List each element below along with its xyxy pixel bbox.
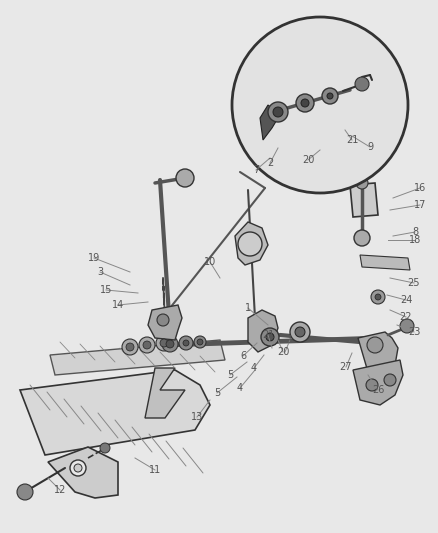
Circle shape: [194, 336, 206, 348]
Circle shape: [139, 337, 155, 353]
Circle shape: [355, 77, 369, 91]
Polygon shape: [145, 368, 185, 418]
Text: 8: 8: [412, 227, 418, 237]
Text: 25: 25: [408, 278, 420, 288]
Text: 20: 20: [302, 155, 314, 165]
Polygon shape: [350, 183, 378, 217]
Text: 1: 1: [245, 303, 251, 313]
Circle shape: [143, 341, 151, 349]
Circle shape: [162, 336, 178, 352]
Circle shape: [367, 337, 383, 353]
Polygon shape: [360, 255, 410, 270]
Circle shape: [384, 374, 396, 386]
Circle shape: [156, 335, 172, 351]
Polygon shape: [50, 340, 225, 375]
Circle shape: [157, 314, 169, 326]
Text: 4: 4: [237, 383, 243, 393]
Circle shape: [327, 93, 333, 99]
Text: 24: 24: [400, 295, 412, 305]
Text: 6: 6: [240, 351, 246, 361]
Circle shape: [160, 339, 168, 347]
Circle shape: [296, 94, 314, 112]
Circle shape: [261, 328, 279, 346]
Circle shape: [166, 340, 174, 348]
Circle shape: [17, 484, 33, 500]
Polygon shape: [248, 310, 278, 352]
Text: 21: 21: [346, 135, 358, 145]
Circle shape: [74, 464, 82, 472]
Text: 19: 19: [88, 253, 100, 263]
Polygon shape: [235, 222, 268, 265]
Text: 15: 15: [100, 285, 112, 295]
Circle shape: [268, 102, 288, 122]
Text: 3: 3: [97, 267, 103, 277]
Text: 22: 22: [400, 312, 412, 322]
Circle shape: [400, 319, 414, 333]
Circle shape: [375, 294, 381, 300]
Text: 23: 23: [408, 327, 420, 337]
Text: 27: 27: [340, 362, 352, 372]
Circle shape: [232, 17, 408, 193]
Circle shape: [176, 169, 194, 187]
Circle shape: [179, 336, 193, 350]
Circle shape: [122, 339, 138, 355]
Text: 17: 17: [414, 200, 426, 210]
Text: 26: 26: [372, 385, 384, 395]
Circle shape: [100, 443, 110, 453]
Text: 2: 2: [267, 158, 273, 168]
Text: 1: 1: [287, 335, 293, 345]
Polygon shape: [148, 305, 182, 340]
Circle shape: [183, 340, 189, 346]
Circle shape: [70, 460, 86, 476]
Text: 14: 14: [112, 300, 124, 310]
Text: 13: 13: [191, 412, 203, 422]
Circle shape: [290, 322, 310, 342]
Circle shape: [371, 290, 385, 304]
Circle shape: [266, 333, 274, 341]
Polygon shape: [48, 447, 118, 498]
Text: 10: 10: [204, 257, 216, 267]
Text: 5: 5: [227, 370, 233, 380]
Circle shape: [126, 343, 134, 351]
Circle shape: [238, 232, 262, 256]
Text: 5: 5: [214, 388, 220, 398]
Text: 9: 9: [367, 142, 373, 152]
Text: 12: 12: [54, 485, 66, 495]
Text: 20: 20: [277, 347, 289, 357]
Circle shape: [301, 99, 309, 107]
Polygon shape: [260, 105, 278, 140]
Circle shape: [273, 107, 283, 117]
Text: 4: 4: [251, 363, 257, 373]
Text: 11: 11: [149, 465, 161, 475]
Circle shape: [354, 230, 370, 246]
Polygon shape: [20, 370, 210, 455]
Text: 16: 16: [414, 183, 426, 193]
Circle shape: [197, 339, 203, 345]
Circle shape: [356, 177, 368, 189]
Circle shape: [322, 88, 338, 104]
Circle shape: [366, 379, 378, 391]
Polygon shape: [353, 360, 403, 405]
Text: 18: 18: [409, 235, 421, 245]
Circle shape: [295, 327, 305, 337]
Polygon shape: [358, 332, 398, 372]
Text: 7: 7: [253, 165, 259, 175]
Text: 21: 21: [262, 330, 274, 340]
